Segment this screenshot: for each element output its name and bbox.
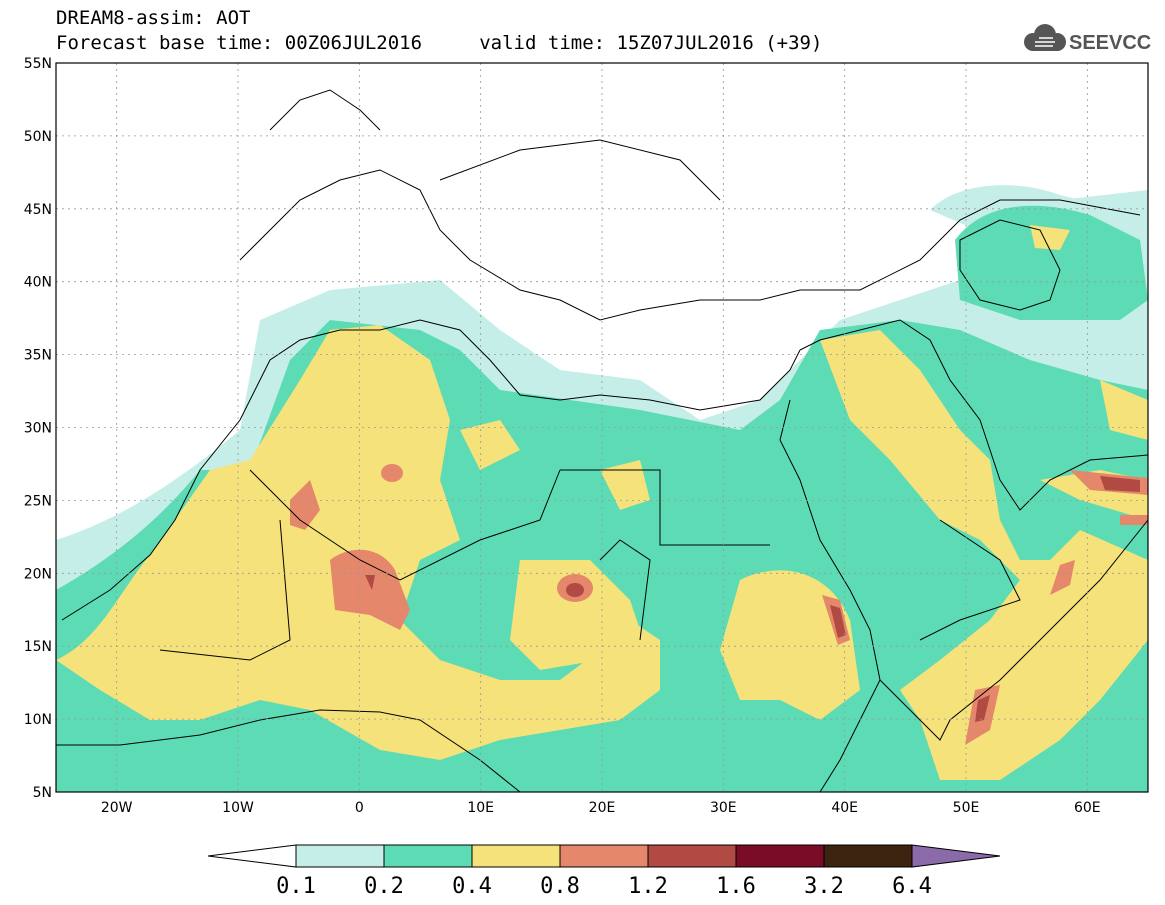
- colorbar-label: 0.2: [364, 874, 404, 899]
- colorbar-arrow-low: [207, 844, 297, 868]
- lat-label: 20N: [24, 566, 52, 582]
- lat-label: 25N: [24, 493, 52, 509]
- colorbar-swatch: [559, 844, 649, 868]
- colorbar-label: 3.2: [804, 874, 844, 899]
- longitude-labels: 20W 10W 0 10E 20E 30E 40E 50E 60E: [101, 800, 1101, 816]
- lat-label: 40N: [24, 275, 52, 291]
- forecast-times: Forecast base time: 00Z06JUL2016 valid t…: [56, 32, 823, 54]
- lat-label: 5N: [33, 785, 52, 801]
- lon-label: 20E: [589, 800, 616, 816]
- lon-label: 20W: [101, 800, 133, 816]
- aot-band-1.2: [365, 476, 1140, 722]
- graticule: [56, 63, 1148, 792]
- colorbar: 0.1 0.2 0.4 0.8 1.2 1.6 3.2 6.4: [207, 844, 1001, 899]
- lat-label: 35N: [24, 348, 52, 364]
- colorbar-label: 0.1: [276, 874, 316, 899]
- colorbar-swatch: [647, 844, 737, 868]
- lat-label: 15N: [24, 639, 52, 655]
- lon-label: 0: [355, 800, 364, 816]
- colorbar-label: 6.4: [892, 874, 932, 899]
- colorbar-label: 1.6: [716, 874, 756, 899]
- logo-text: SEEVCCC: [1069, 32, 1151, 54]
- lon-label: 60E: [1074, 800, 1101, 816]
- map-frame: [55, 62, 1149, 793]
- coastlines: [56, 89, 1148, 792]
- lon-label: 30E: [710, 800, 737, 816]
- colorbar-label: 0.4: [452, 874, 492, 899]
- colorbar-arrow-high: [911, 844, 1001, 868]
- colorbar-swatch: [471, 844, 561, 868]
- colorbar-swatch: [295, 844, 385, 868]
- lon-label: 40E: [831, 800, 858, 816]
- colorbar-swatch: [823, 844, 913, 868]
- lat-label: 30N: [24, 421, 52, 437]
- colorbar-label: 0.8: [540, 874, 580, 899]
- colorbar-swatch: [735, 844, 825, 868]
- lon-label: 10E: [467, 800, 494, 816]
- lat-label: 55N: [24, 56, 52, 72]
- lat-label: 10N: [24, 712, 52, 728]
- aot-band-0.4: [56, 225, 1148, 780]
- lon-label: 10W: [222, 800, 254, 816]
- seevccc-logo: SEEVCCC: [1019, 22, 1151, 56]
- latitude-labels: 55N 50N 45N 40N 35N 30N 25N 20N 15N 10N 5N: [24, 56, 52, 801]
- lat-label: 45N: [24, 202, 52, 218]
- lon-label: 50E: [953, 800, 980, 816]
- colorbar-swatch: [383, 844, 473, 868]
- colorbar-label: 1.2: [628, 874, 668, 899]
- lat-label: 50N: [24, 129, 52, 145]
- map-title: DREAM8-assim: AOT: [56, 7, 251, 29]
